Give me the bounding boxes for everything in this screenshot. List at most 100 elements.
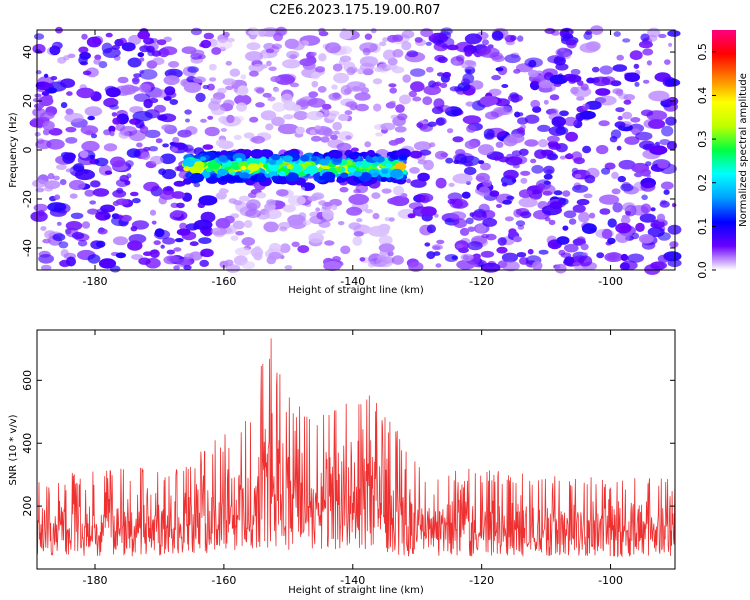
heatmap-cell [218,187,228,196]
heatmap-band-cell [190,172,205,183]
heatmap-cell [614,121,626,129]
heatmap-cell [524,114,540,124]
heatmap-band-cell [347,166,356,173]
heatmap-cell [520,177,528,184]
heatmap-cell [452,60,459,66]
x-tick-label: -140 [340,275,365,288]
heatmap-cell [623,94,636,101]
snr-x-axis-label: Height of straight line (km) [288,585,424,596]
heatmap-cell [338,114,349,121]
heatmap-cell [46,139,65,150]
heatmap-cell [434,81,442,87]
heatmap-cell [149,249,160,258]
heatmap-band-cell [367,149,375,156]
heatmap-cell [271,43,283,50]
heatmap-cell [58,241,69,249]
y-tick-label: 200 [21,496,34,517]
heatmap-cell [227,37,235,43]
heatmap-cell [619,262,631,271]
heatmap-cell [601,76,616,85]
heatmap-cell [649,145,668,155]
heatmap-cell [427,121,437,127]
heatmap-cell [139,83,152,93]
heatmap-cell [399,94,411,105]
heatmap-cell [292,104,302,112]
heatmap-band-cell [193,154,200,160]
heatmap-cell [94,54,102,61]
y-tick-label: -40 [21,239,34,257]
heatmap-cell [661,125,674,137]
heatmap-cell [87,115,95,121]
heatmap-cell [255,102,265,108]
heatmap-cell [612,202,623,213]
heatmap-cell [585,41,601,51]
heatmap-band-cell [353,170,363,177]
heatmap-cell [457,82,471,92]
heatmap-band-cell [256,174,267,182]
heatmap-cell [572,184,589,193]
heatmap-cell [125,160,134,168]
heatmap-cell [634,81,640,87]
heatmap-cell [493,155,500,162]
heatmap-band-cell [381,169,389,174]
heatmap-cell [513,69,521,74]
heatmap-cell [38,253,54,264]
heatmap-cell [128,34,142,46]
heatmap-cell [586,77,595,84]
heatmap-cell [226,114,235,124]
heatmap-cell [246,199,261,211]
heatmap-cell [564,243,579,253]
heatmap-cell [422,96,433,106]
heatmap-cell [508,228,517,236]
heatmap-cell [412,96,422,102]
heatmap-cell [96,208,108,215]
heatmap-cell [597,95,617,106]
heatmap-cell [219,260,229,269]
heatmap-cell [230,235,239,242]
heatmap-cell [56,164,67,171]
heatmap-cell [98,258,117,269]
heatmap-cell [648,119,666,129]
heatmap-cell [572,204,586,213]
heatmap-cell [116,187,124,194]
heatmap-cell [372,78,383,85]
heatmap-cell [258,28,267,36]
heatmap-cell [240,74,247,80]
heatmap-cell [435,263,442,268]
heatmap-cell [518,197,538,208]
heatmap-cell [489,190,500,197]
heatmap-cell [414,37,423,43]
heatmap-cell [65,126,77,133]
heatmap-cell [153,240,161,246]
y-tick-label: 0 [21,147,34,154]
snr-series-line [36,338,676,558]
heatmap-cell [115,198,129,206]
heatmap-cell [182,144,194,152]
heatmap-cell [378,235,393,246]
heatmap-cell [154,104,166,113]
heatmap-cell [451,255,458,260]
heatmap-cell [315,66,326,73]
heatmap-cell [514,111,521,118]
heatmap-cell [501,182,508,187]
heatmap-cell [502,199,512,205]
heatmap-cell [562,190,571,197]
heatmap-cell [382,49,396,61]
heatmap-cell [436,239,445,245]
heatmap-cell [538,249,549,255]
heatmap-cell [127,57,142,68]
heatmap-cell [131,254,144,260]
heatmap-cell [419,149,432,156]
heatmap-cell [510,35,517,41]
heatmap-cell [376,255,386,260]
heatmap-cell [132,198,141,204]
heatmap-cell [103,129,112,136]
heatmap-cell [204,126,220,137]
heatmap-cell [207,115,214,120]
heatmap-cell [275,26,288,36]
heatmap-cell [297,245,310,254]
heatmap-cell [407,213,416,219]
heatmap-cell [595,88,611,96]
heatmap-cell [241,261,255,270]
heatmap-cell [453,218,467,229]
